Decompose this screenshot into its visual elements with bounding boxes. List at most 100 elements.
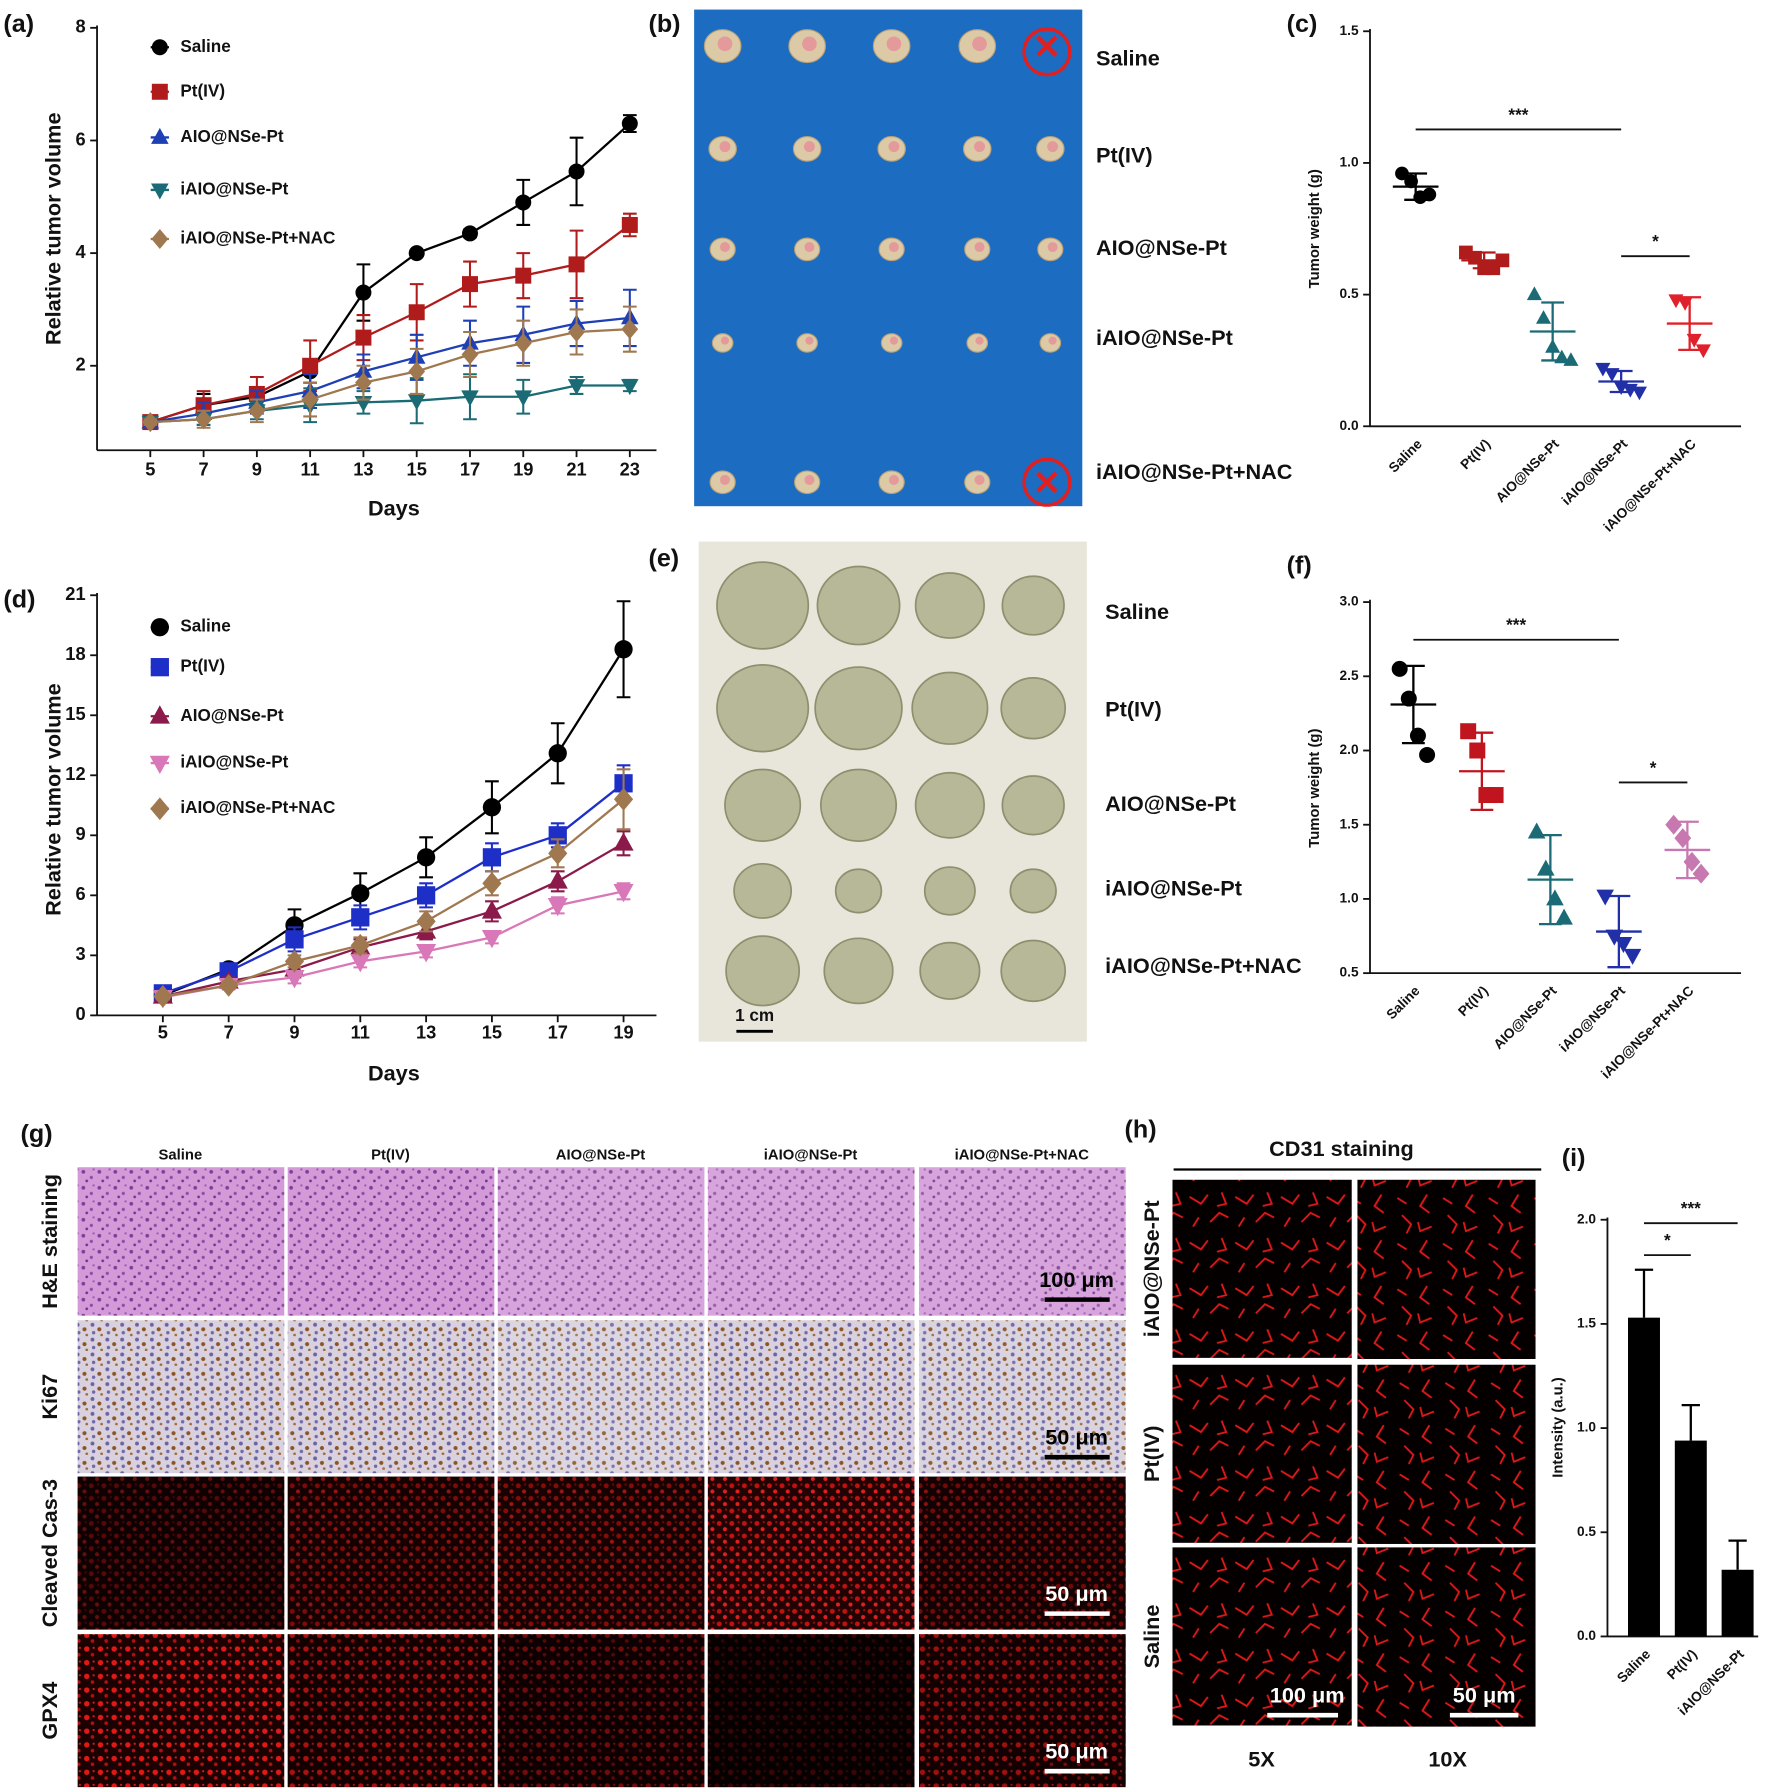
- micrograph: [497, 1476, 705, 1630]
- legend-label: AIO@NSe-Pt: [180, 127, 283, 146]
- x-tick-label: Saline: [1386, 436, 1425, 475]
- marker: [613, 832, 634, 851]
- micrograph: [707, 1167, 915, 1316]
- micrograph: [497, 1320, 705, 1474]
- marker: [1422, 187, 1437, 202]
- sd-bar: [1401, 664, 1425, 745]
- scale-bar-label: 1 cm: [735, 1006, 774, 1025]
- legend-label: iAIO@NSe-Pt: [180, 753, 288, 772]
- marker: [355, 329, 372, 346]
- sd-bar: [1678, 296, 1702, 352]
- marker: [515, 267, 532, 284]
- marker: [481, 930, 502, 949]
- micrograph: [287, 1476, 495, 1630]
- marker: [416, 944, 437, 963]
- tumor: [919, 941, 981, 1000]
- bar: [1721, 1569, 1754, 1637]
- marker: [219, 973, 239, 997]
- legend-label: Pt(IV): [180, 657, 225, 676]
- micrograph: [287, 1320, 495, 1474]
- x-tick-label: Pt(IV): [1455, 983, 1491, 1019]
- series-line: [149, 224, 631, 424]
- micrograph: [919, 1167, 1126, 1316]
- tumor: [834, 868, 883, 914]
- tumor: [923, 866, 976, 916]
- tumor: [1000, 677, 1067, 740]
- legend-marker: [150, 658, 169, 677]
- row-label: H&E staining: [37, 1174, 62, 1309]
- marker: [285, 930, 304, 949]
- marker: [1537, 859, 1555, 876]
- marker: [407, 394, 426, 411]
- micrograph: [1172, 1179, 1352, 1358]
- y-tick-label: 0.5: [1577, 1524, 1596, 1539]
- marker: [614, 640, 633, 659]
- legend-label: Saline: [180, 37, 230, 56]
- marker: [515, 194, 532, 211]
- y-tick-label: 21: [65, 583, 85, 604]
- panel-label: (f): [1287, 551, 1312, 579]
- sd-bar: [1675, 820, 1699, 880]
- marker: [355, 284, 372, 301]
- tumor-spot: [1047, 141, 1059, 153]
- micrograph-shade: [707, 1634, 915, 1788]
- marker: [548, 744, 567, 763]
- row-label: Ki67: [37, 1374, 62, 1420]
- row-label: Cleaved Cas-3: [37, 1479, 62, 1627]
- micrograph-shade: [919, 1167, 1126, 1316]
- marker: [1665, 814, 1683, 835]
- scale-bar-label: 50 μm: [1045, 1425, 1108, 1450]
- micrograph: [497, 1167, 705, 1316]
- tumor-spot: [974, 474, 985, 485]
- marker: [285, 916, 304, 935]
- scale-bar-label: 100 μm: [1039, 1267, 1114, 1292]
- panel-label: (d): [3, 586, 35, 614]
- marker: [1623, 948, 1642, 965]
- error-bar: [1728, 1539, 1747, 1570]
- excluded-mark: [1022, 457, 1072, 507]
- tumor-spot: [719, 141, 731, 153]
- micrograph-shade: [707, 1167, 915, 1316]
- marker: [568, 256, 585, 273]
- row-label: Pt(IV): [1139, 1425, 1164, 1482]
- panel-label: (g): [21, 1120, 53, 1148]
- tumor-spot: [888, 474, 899, 485]
- legend-marker: [151, 229, 169, 250]
- tumor: [823, 937, 894, 1005]
- marker: [1695, 344, 1711, 359]
- micrograph: [77, 1320, 285, 1474]
- micrograph: [1357, 1179, 1536, 1360]
- row-label: iAIO@NSe-Pt: [1105, 876, 1242, 901]
- tumor: [716, 664, 810, 753]
- x-tick-label: 9: [289, 1021, 299, 1042]
- legend-marker: [151, 127, 169, 144]
- y-tick-label: 6: [75, 883, 85, 904]
- tumor: [1000, 939, 1067, 1003]
- micrograph-shade: [497, 1634, 705, 1788]
- marker: [461, 344, 479, 365]
- x-tick-label: 19: [613, 1021, 633, 1042]
- legend-marker: [151, 183, 169, 200]
- y-tick-label: 2.5: [1340, 668, 1359, 683]
- panel-label: (a): [3, 10, 34, 38]
- marker: [547, 898, 568, 917]
- tumor: [814, 666, 903, 751]
- marker: [1460, 723, 1477, 740]
- legend-marker: [149, 705, 170, 724]
- marker: [284, 970, 305, 989]
- panel-label: (i): [1562, 1144, 1586, 1172]
- column-label: Pt(IV): [371, 1148, 410, 1164]
- panel-title: CD31 staining: [1269, 1136, 1414, 1161]
- y-tick-label: 0: [75, 1003, 85, 1024]
- legend-marker: [151, 83, 168, 100]
- micrograph-shade: [497, 1167, 705, 1316]
- y-tick-label: 1.0: [1577, 1420, 1596, 1435]
- y-axis-title: Tumor weight (g): [1307, 169, 1323, 288]
- series-line: [150, 328, 630, 424]
- marker: [621, 115, 638, 132]
- series-line: [149, 122, 631, 424]
- marker: [482, 848, 502, 867]
- marker: [514, 390, 533, 407]
- y-axis-title: Intensity (a.u.): [1550, 1377, 1566, 1478]
- marker: [1419, 746, 1436, 763]
